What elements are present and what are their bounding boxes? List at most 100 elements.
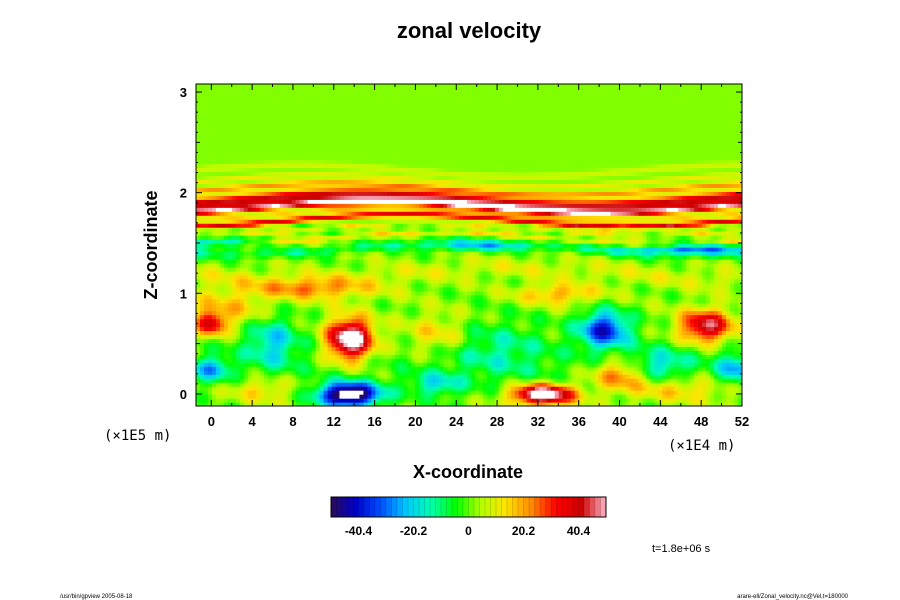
heatmap-cell <box>263 326 269 332</box>
heatmap-cell <box>415 378 420 383</box>
heatmap-cell <box>211 366 217 371</box>
heatmap-cell <box>291 398 297 403</box>
heatmap-cell <box>490 266 496 272</box>
heatmap-cell <box>574 398 580 403</box>
heatmap-cell <box>506 358 512 363</box>
heatmap-cell <box>415 386 420 391</box>
heatmap-cell <box>223 386 229 391</box>
heatmap-cell <box>467 390 472 395</box>
heatmap-cell <box>431 382 436 387</box>
heatmap-cell <box>506 322 512 328</box>
heatmap-cell <box>311 378 317 383</box>
heatmap-cell <box>702 354 707 359</box>
heatmap-cell <box>574 326 580 332</box>
heatmap-cell <box>494 274 500 280</box>
heatmap-cell <box>614 282 620 288</box>
heatmap-cell <box>554 358 560 363</box>
heatmap-cell <box>582 382 588 387</box>
heatmap-cell <box>474 326 480 332</box>
heatmap-cell <box>622 278 628 284</box>
heatmap-cell <box>199 386 205 391</box>
heatmap-cell <box>211 346 217 351</box>
heatmap-cell <box>235 262 241 268</box>
heatmap-cell <box>618 334 624 340</box>
heatmap-cell <box>554 370 560 375</box>
heatmap-cell <box>726 394 731 399</box>
heatmap-cell <box>562 274 568 280</box>
heatmap-cell <box>518 394 524 399</box>
heatmap-cell <box>211 326 217 332</box>
heatmap-cell <box>586 398 592 403</box>
heatmap-cell <box>678 278 683 284</box>
heatmap-cell <box>407 278 412 284</box>
heatmap-cell <box>427 278 432 284</box>
heatmap-cell <box>423 310 428 316</box>
heatmap-cell <box>231 322 237 328</box>
heatmap-cell <box>618 286 624 292</box>
heatmap-cell <box>431 318 436 324</box>
heatmap-cell <box>355 382 361 387</box>
heatmap-cell <box>682 286 687 292</box>
heatmap-cell <box>662 378 667 383</box>
heatmap-cell <box>247 298 253 304</box>
heatmap-cell <box>630 374 635 379</box>
heatmap-cell <box>654 338 659 343</box>
heatmap-cell <box>646 398 651 403</box>
heatmap-cell <box>698 282 703 288</box>
heatmap-cell <box>506 338 512 343</box>
heatmap-cell <box>658 362 663 367</box>
heatmap-cell <box>251 278 257 284</box>
heatmap-cell <box>415 282 420 288</box>
heatmap-cell <box>546 262 552 268</box>
heatmap-cell <box>646 282 651 288</box>
heatmap-cell <box>271 374 277 379</box>
heatmap-cell <box>407 286 412 292</box>
heatmap-cell <box>662 350 667 355</box>
heatmap-cell <box>566 274 572 280</box>
heatmap-cell <box>590 346 596 351</box>
heatmap-cell <box>323 306 329 312</box>
heatmap-cell <box>718 302 723 308</box>
heatmap-cell <box>490 374 496 379</box>
heatmap-cell <box>474 398 480 403</box>
heatmap-cell <box>558 302 564 308</box>
heatmap-cell <box>223 382 229 387</box>
heatmap-cell <box>678 362 683 367</box>
heatmap-cell <box>594 290 600 296</box>
heatmap-cell <box>343 286 349 292</box>
heatmap-cell <box>490 342 496 347</box>
heatmap-cell <box>399 326 404 332</box>
heatmap-cell <box>407 270 412 276</box>
heatmap-cell <box>618 326 624 332</box>
heatmap-cell <box>467 330 472 336</box>
heatmap-cell <box>514 298 520 304</box>
heatmap-cell <box>550 402 556 406</box>
heatmap-cell <box>419 326 424 332</box>
heatmap-cell <box>478 330 484 336</box>
heatmap-cell <box>263 382 269 387</box>
heatmap-cell <box>331 282 337 288</box>
heatmap-cell <box>570 370 576 375</box>
heatmap-cell <box>271 378 277 383</box>
heatmap-cell <box>470 318 476 324</box>
heatmap-cell <box>395 302 400 308</box>
heatmap-cell <box>435 266 440 272</box>
heatmap-cell <box>526 274 532 280</box>
heatmap-cell <box>423 378 428 383</box>
heatmap-cell <box>610 318 616 324</box>
heatmap-cell <box>419 382 424 387</box>
heatmap-cell <box>626 298 632 304</box>
heatmap-cell <box>562 370 568 375</box>
heatmap-cell <box>522 374 528 379</box>
heatmap-cell <box>694 278 699 284</box>
heatmap-cell <box>594 294 600 300</box>
heatmap-cell <box>566 362 572 367</box>
heatmap-cell <box>586 282 592 288</box>
heatmap-cell <box>447 266 452 272</box>
heatmap-cell <box>598 302 604 308</box>
heatmap-cell <box>474 274 480 280</box>
heatmap-cell <box>331 286 337 292</box>
heatmap-cell <box>674 398 679 403</box>
heatmap-cell <box>514 390 520 395</box>
heatmap-cell <box>726 354 731 359</box>
